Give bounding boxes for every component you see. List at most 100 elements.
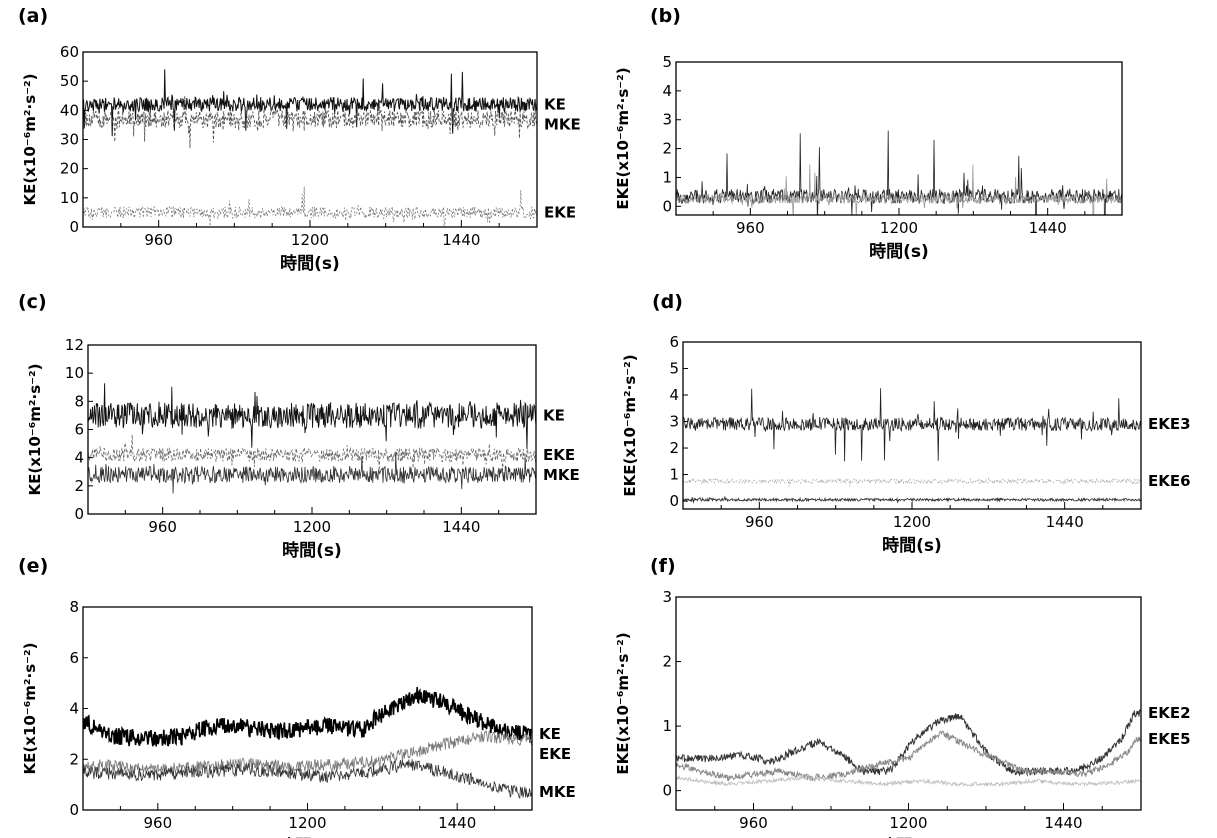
y-tick-label: 4 — [69, 700, 79, 718]
y-tick-label: 0 — [669, 492, 679, 510]
y-tick-label: 3 — [662, 111, 672, 129]
series-label-eke6: EKE6 — [1148, 472, 1191, 490]
x-tick-label: 960 — [144, 231, 173, 249]
series-line-eke — [88, 434, 536, 471]
series-label-eke: EKE — [539, 745, 571, 763]
y-tick-label: 8 — [69, 598, 79, 616]
y-tick-label: 20 — [60, 160, 79, 178]
y-tick-label: 1 — [662, 717, 672, 735]
y-tick-label: 10 — [60, 189, 79, 207]
x-tick-label: 1200 — [288, 814, 326, 832]
x-tick-label: 1200 — [880, 219, 918, 237]
series-line-unlabeled-1 — [676, 164, 1122, 215]
panel-letter: (f) — [650, 555, 676, 577]
y-axis-label: EKE(x10⁻⁶m²·s⁻²) — [614, 632, 632, 774]
series-line-eke3 — [683, 388, 1141, 462]
series-label-mke: MKE — [543, 466, 580, 484]
x-tick-label: 960 — [739, 814, 768, 832]
panel-letter: (e) — [18, 555, 48, 577]
x-tick-label: 960 — [144, 814, 173, 832]
x-axis-label: 時間(s) — [280, 253, 340, 274]
y-tick-label: 0 — [69, 801, 79, 819]
series-label-eke3: EKE3 — [1148, 415, 1191, 433]
x-axis-label: 時間(s) — [869, 241, 929, 262]
y-tick-label: 30 — [60, 131, 79, 149]
y-tick-label: 6 — [69, 649, 79, 667]
x-tick-label: 1200 — [893, 513, 931, 531]
series-line-mke — [83, 759, 532, 799]
x-tick-label: 1200 — [291, 231, 329, 249]
y-axis-label: EKE(x10⁻⁶m²·s⁻²) — [621, 354, 639, 496]
series-label-ke: KE — [543, 406, 565, 424]
series-line-ke — [83, 69, 537, 137]
y-tick-label: 40 — [60, 101, 79, 119]
panel-f: (f) 960 1200 1440 0 1 2 3 時間(s) EKE(x10⁻⁶m²·s⁻²) E… — [614, 555, 1191, 838]
series-line-ke — [83, 687, 532, 747]
series-line-ke — [88, 383, 536, 450]
x-tick-label: 1200 — [293, 518, 331, 536]
y-tick-label: 2 — [662, 140, 672, 158]
y-tick-label: 4 — [669, 386, 679, 404]
panel-letter: (a) — [18, 5, 48, 27]
x-axis-label: 時間(s) — [282, 540, 342, 561]
panel-letter: (c) — [18, 291, 47, 313]
x-tick-label: 1440 — [1046, 513, 1084, 531]
y-axis-label: EKE(x10⁻⁶m²·s⁻²) — [614, 67, 632, 209]
y-tick-label: 50 — [60, 72, 79, 90]
y-tick-label: 6 — [74, 421, 84, 439]
x-tick-label: 1200 — [889, 814, 927, 832]
y-axis-label: KE(x10⁻⁶m²·s⁻²) — [26, 364, 44, 496]
panel-a: (a) 960 1200 1440 0 10 20 30 40 50 60 時間(s) KE(x10⁻⁶… — [18, 5, 581, 274]
series-line-mke — [88, 451, 536, 494]
series-line-eke5 — [676, 730, 1141, 782]
plot-frame — [87, 344, 537, 515]
series-label-mke: MKE — [539, 783, 576, 801]
series-line-eke — [83, 729, 532, 775]
panel-letter: (b) — [650, 5, 681, 27]
y-tick-label: 4 — [74, 449, 84, 467]
y-tick-label: 2 — [69, 750, 79, 768]
y-tick-label: 1 — [662, 168, 672, 186]
y-tick-label: 60 — [60, 43, 79, 61]
x-axis-label: 時間(s) — [278, 836, 338, 838]
x-tick-label: 960 — [736, 219, 765, 237]
x-tick-label: 1440 — [442, 518, 480, 536]
series-label-eke5: EKE5 — [1148, 730, 1191, 748]
y-tick-label: 2 — [74, 477, 84, 495]
panel-letter: (d) — [652, 291, 683, 313]
series-label-eke: EKE — [543, 446, 575, 464]
y-tick-label: 0 — [69, 218, 79, 236]
plot-frame — [82, 51, 538, 228]
y-tick-label: 4 — [662, 82, 672, 100]
y-tick-label: 5 — [669, 360, 679, 378]
y-tick-label: 10 — [65, 364, 84, 382]
series-label-mke: MKE — [544, 116, 581, 134]
x-tick-label: 960 — [148, 518, 177, 536]
y-tick-label: 0 — [662, 782, 672, 800]
series-line-eke — [83, 186, 537, 227]
y-tick-label: 5 — [662, 53, 672, 71]
series-label-ke: KE — [544, 96, 566, 114]
y-axis-label: KE(x10⁻⁶m²·s⁻²) — [21, 74, 39, 206]
series-line-eke2 — [676, 709, 1141, 777]
plot-frame — [675, 596, 1142, 811]
series-label-eke2: EKE2 — [1148, 704, 1191, 722]
x-tick-label: 1440 — [1044, 814, 1082, 832]
y-tick-label: 3 — [662, 588, 672, 606]
y-tick-label: 6 — [669, 333, 679, 351]
x-axis-label: 時間(s) — [879, 836, 939, 838]
y-tick-label: 12 — [65, 336, 84, 354]
y-axis-label: KE(x10⁻⁶m²·s⁻²) — [21, 643, 39, 775]
series-line-unlabeled-2 — [683, 496, 1141, 504]
panel-b: (b) 960 1200 1440 0 1 2 3 4 5 時間(s) EKE(x10⁻⁶m²·s⁻²… — [614, 5, 1123, 262]
x-tick-label: 960 — [745, 513, 774, 531]
series-label-ke: KE — [539, 725, 561, 743]
x-tick-label: 1440 — [1029, 219, 1067, 237]
x-tick-label: 1440 — [438, 814, 476, 832]
x-axis-label: 時間(s) — [882, 535, 942, 556]
y-tick-label: 8 — [74, 392, 84, 410]
panel-d: (d) 960 1200 1440 0 1 2 3 4 5 6 時間(s) EKE(x10⁻⁶m²·s⁻… — [621, 291, 1191, 556]
y-tick-label: 0 — [74, 505, 84, 523]
series-label-eke: EKE — [544, 203, 576, 221]
